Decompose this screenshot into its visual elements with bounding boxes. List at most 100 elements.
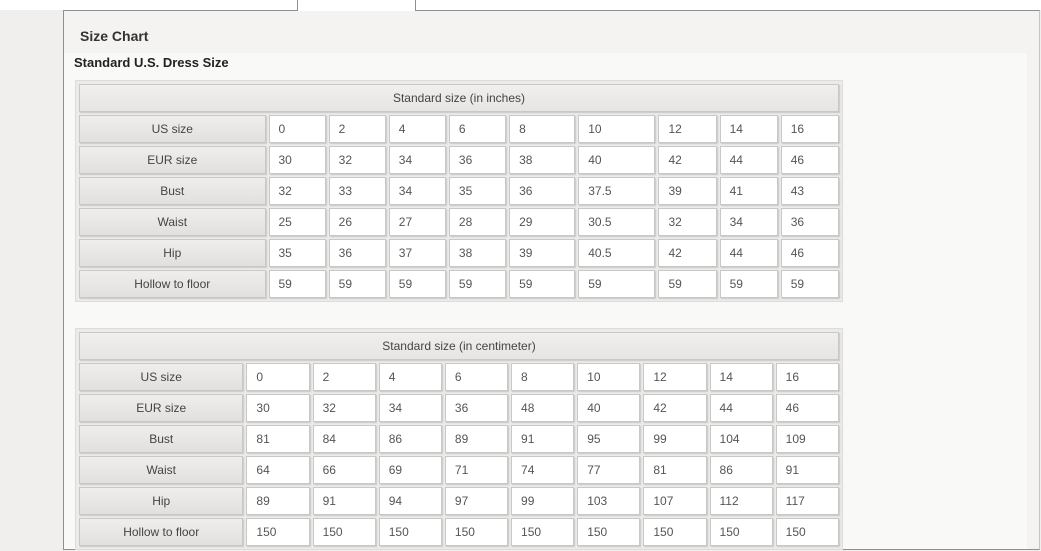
table-row: US size 0 2 4 6 8 10 12 14 16 [79, 115, 839, 143]
cell-value: 89 [246, 487, 310, 515]
cell-value: 40 [578, 146, 656, 174]
table-row: Hollow to floor 150 150 150 150 150 150 150 150 1… [79, 518, 839, 546]
row-label: Waist [79, 456, 244, 484]
cell-value: 97 [444, 487, 509, 515]
cell-value: 59 [719, 270, 778, 298]
row-label: Hollow to floor [79, 518, 244, 546]
table-title-row: Standard size (in centimeter) [79, 332, 839, 360]
cell-value: 99 [643, 425, 707, 453]
table-row: Hip 89 91 94 97 99 103 107 112 117 [79, 487, 839, 515]
cell-value: 103 [577, 487, 641, 515]
cell-value: 150 [775, 518, 839, 546]
cell-value: 34 [388, 146, 446, 174]
cell-value: 59 [780, 270, 839, 298]
cell-value: 16 [775, 363, 839, 391]
cell-value: 34 [719, 208, 778, 236]
row-label: US size [79, 115, 266, 143]
cell-value: 36 [448, 146, 507, 174]
active-tab-stub[interactable] [297, 0, 416, 11]
cell-value: 81 [643, 456, 707, 484]
cell-value: 4 [378, 363, 442, 391]
cell-value: 86 [378, 425, 442, 453]
cell-value: 35 [448, 177, 507, 205]
cell-value: 48 [511, 394, 575, 422]
cell-value: 94 [378, 487, 442, 515]
table-row: US size 0 2 4 6 8 10 12 14 16 [79, 363, 839, 391]
row-label: Waist [79, 208, 266, 236]
cell-value: 95 [577, 425, 641, 453]
cell-value: 84 [312, 425, 376, 453]
cell-value: 40.5 [578, 239, 656, 267]
cell-value: 150 [312, 518, 376, 546]
cell-value: 150 [643, 518, 707, 546]
cell-value: 44 [719, 146, 778, 174]
cell-value: 42 [658, 146, 717, 174]
cell-value: 6 [444, 363, 509, 391]
cell-value: 6 [448, 115, 507, 143]
cell-value: 112 [709, 487, 773, 515]
cell-value: 39 [658, 177, 717, 205]
cell-value: 89 [444, 425, 509, 453]
cell-value: 42 [658, 239, 717, 267]
table-row: Bust 32 33 34 35 36 37.5 39 41 43 [79, 177, 839, 205]
cell-value: 150 [444, 518, 509, 546]
cell-value: 99 [511, 487, 575, 515]
cell-value: 12 [643, 363, 707, 391]
cell-value: 26 [328, 208, 386, 236]
table-title: Standard size (in centimeter) [79, 332, 839, 360]
cell-value: 40 [577, 394, 641, 422]
cell-value: 37.5 [578, 177, 656, 205]
cell-value: 66 [312, 456, 376, 484]
cell-value: 30 [268, 146, 326, 174]
cell-value: 44 [719, 239, 778, 267]
cell-value: 59 [388, 270, 446, 298]
cell-value: 91 [511, 425, 575, 453]
cell-value: 59 [328, 270, 386, 298]
table-row: Bust 81 84 86 89 91 95 99 104 109 [79, 425, 839, 453]
cell-value: 34 [388, 177, 446, 205]
row-label: Hip [79, 487, 244, 515]
cell-value: 12 [658, 115, 717, 143]
cell-value: 150 [246, 518, 310, 546]
row-label: Hollow to floor [79, 270, 266, 298]
cell-value: 28 [448, 208, 507, 236]
cell-value: 150 [577, 518, 641, 546]
cell-value: 91 [312, 487, 376, 515]
cell-value: 81 [246, 425, 310, 453]
size-chart-panel: Size Chart Standard U.S. Dress Size Stan… [63, 10, 1040, 550]
cell-value: 30 [246, 394, 310, 422]
cell-value: 36 [444, 394, 509, 422]
cell-value: 30.5 [578, 208, 656, 236]
cell-value: 59 [658, 270, 717, 298]
cell-value: 69 [378, 456, 442, 484]
table-row: Hip 35 36 37 38 39 40.5 42 44 46 [79, 239, 839, 267]
cell-value: 10 [578, 115, 656, 143]
cell-value: 59 [509, 270, 576, 298]
row-label: EUR size [79, 394, 244, 422]
cell-value: 37 [388, 239, 446, 267]
cell-value: 38 [448, 239, 507, 267]
cell-value: 14 [719, 115, 778, 143]
cell-value: 32 [312, 394, 376, 422]
cell-value: 0 [246, 363, 310, 391]
cell-value: 34 [378, 394, 442, 422]
size-table-inches: Standard size (in inches) US size 0 2 4 6 8 10 1… [76, 81, 842, 301]
table-row: Hollow to floor 59 59 59 59 59 59 59 59 59 [79, 270, 839, 298]
cell-value: 2 [328, 115, 386, 143]
cell-value: 42 [643, 394, 707, 422]
cell-value: 74 [511, 456, 575, 484]
cell-value: 29 [509, 208, 576, 236]
cell-value: 10 [577, 363, 641, 391]
cell-value: 0 [268, 115, 326, 143]
cell-value: 107 [643, 487, 707, 515]
row-label: EUR size [79, 146, 266, 174]
size-table-centimeter: Standard size (in centimeter) US size 0 2 4 6… [76, 329, 842, 549]
cell-value: 46 [775, 394, 839, 422]
table-row: Waist 64 66 69 71 74 77 81 86 91 [79, 456, 839, 484]
cell-value: 32 [268, 177, 326, 205]
cell-value: 109 [775, 425, 839, 453]
cell-value: 46 [780, 239, 839, 267]
cell-value: 8 [509, 115, 576, 143]
cell-value: 71 [444, 456, 509, 484]
cell-value: 150 [511, 518, 575, 546]
